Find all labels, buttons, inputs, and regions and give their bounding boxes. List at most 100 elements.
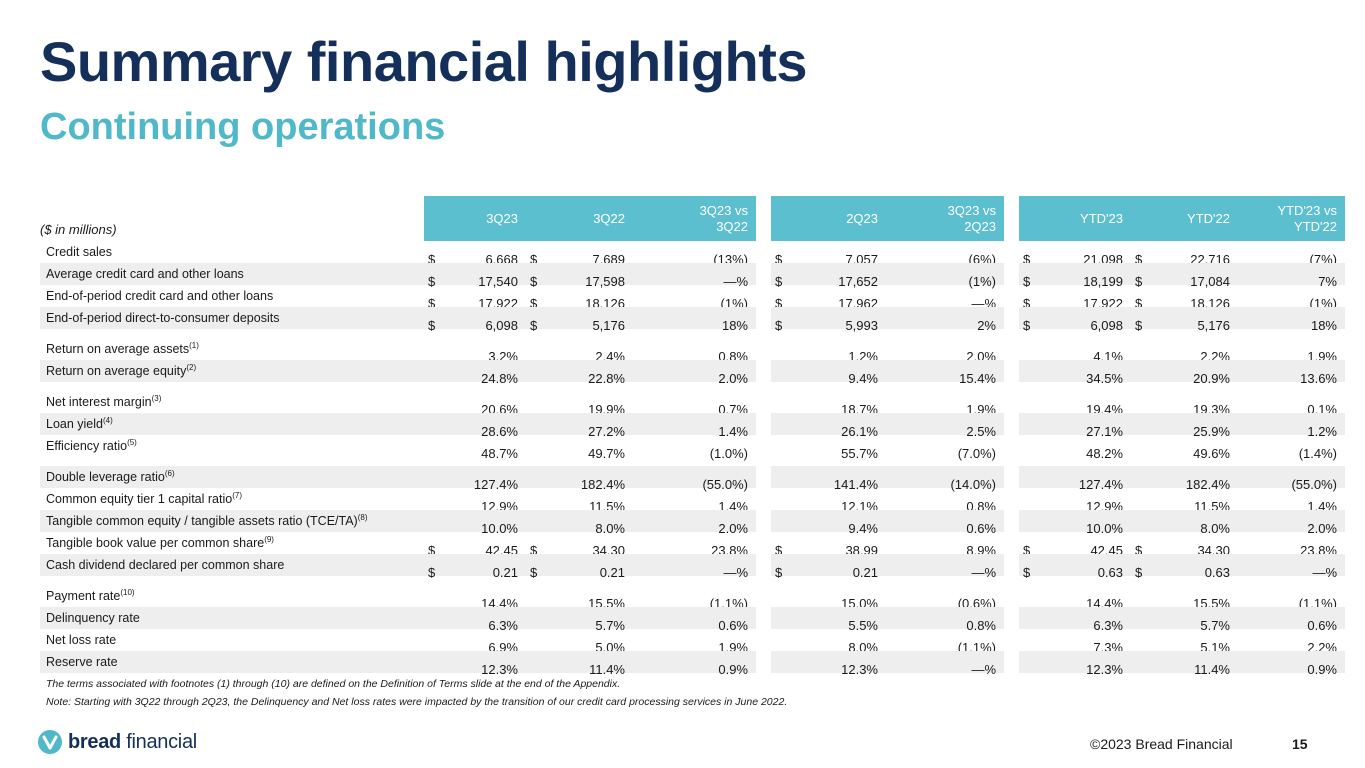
header-3q23-vs-2q23: 3Q23 vs 2Q23 — [886, 196, 1004, 241]
cell-ytd22: 2.2% — [1200, 349, 1230, 364]
cell-3q23-vs-3q22: 1.4% — [718, 499, 748, 514]
cell-2q23: 8.0% — [848, 640, 878, 655]
table-row: Efficiency ratio(5) 48.7% 49.7% (1.0%) 55.7%… — [40, 435, 1345, 461]
cell-ytd-vs: —% — [1238, 554, 1345, 580]
cell-2q23: 55.7% — [841, 446, 878, 461]
cell-3q22: 8.0% — [526, 510, 633, 536]
group-separator — [40, 329, 1345, 338]
cell-3q22: 5.0% — [595, 640, 625, 655]
row-label: Double leverage ratio(6) — [40, 466, 424, 488]
cell-3q23: 127.4% — [424, 466, 526, 492]
cell-ytd-vs: (1%) — [1309, 296, 1337, 311]
cell-ytd22: 11.5% — [1194, 499, 1230, 514]
cell-3q23-vs-3q22: 1.4% — [633, 413, 756, 439]
cell-3q22: 22.8% — [526, 360, 633, 386]
cell-ytd22: 19.3% — [1193, 402, 1230, 417]
cell-ytd22: 25.9% — [1131, 413, 1238, 439]
cell-3q23: 48.7% — [481, 446, 518, 461]
row-label: Tangible book value per common share(9) — [46, 535, 274, 551]
cell-ytd22: 5.7% — [1131, 607, 1238, 633]
cell-ytd22: $17,084 — [1131, 263, 1238, 289]
cell-3q23-vs-3q22: (1%) — [720, 296, 748, 311]
cell-ytd23: 10.0% — [1019, 510, 1131, 536]
table-row: Common equity tier 1 capital ratio(7) 12.… — [40, 488, 1345, 514]
row-label: Loan yield(4) — [40, 413, 424, 435]
cell-3q23-vs-2q23: 2.0% — [966, 349, 996, 364]
cell-3q23-vs-2q23: (7.0%) — [957, 446, 996, 461]
cell-ytd23: 27.1% — [1019, 413, 1131, 439]
cell-2q23: 141.4% — [771, 466, 886, 492]
cell-2q23: 18.7% — [841, 402, 878, 417]
cell-3q23-vs-3q22: 0.8% — [718, 349, 748, 364]
cell-3q23-vs-2q23: —% — [886, 554, 1004, 580]
cell-3q22: 15.5% — [588, 596, 625, 611]
cell-3q23-vs-2q23: 2% — [886, 307, 1004, 333]
footnotes: The terms associated with footnotes (1) … — [46, 675, 787, 711]
cell-3q23: 10.0% — [424, 510, 526, 536]
row-label: Net loss rate — [46, 633, 117, 647]
cell-3q22: 49.7% — [588, 446, 625, 461]
cell-3q23-vs-3q22: 0.6% — [633, 607, 756, 633]
cell-2q23: 5.5% — [771, 607, 886, 633]
cell-2q23: $5,993 — [771, 307, 886, 333]
cell-ytd-vs: 2.0% — [1238, 510, 1345, 536]
cell-3q22: 11.4% — [526, 651, 633, 677]
cell-ytd22: $18,126 — [1135, 296, 1230, 311]
bread-logo-icon — [38, 730, 62, 754]
cell-3q23: 24.8% — [424, 360, 526, 386]
header-ytd22: YTD'22 — [1131, 196, 1238, 241]
cell-ytd23: 12.3% — [1019, 651, 1131, 677]
cell-2q23: $17,652 — [771, 263, 886, 289]
table-row: Net loss rate 6.9% 5.0% 1.9% 8.0% (1.1%) 7.3% 5… — [40, 629, 1345, 655]
cell-3q22: 19.9% — [588, 402, 625, 417]
cell-2q23: 12.3% — [771, 651, 886, 677]
cell-3q23-vs-2q23: —% — [886, 651, 1004, 677]
cell-3q23: $42.45 — [428, 543, 518, 558]
cell-ytd23: $21,098 — [1023, 252, 1123, 267]
table-row: Payment rate(10) 14.4% 15.5% (1.1%) 15.0% (0.… — [40, 585, 1345, 611]
table-row: Loan yield(4) 28.6% 27.2% 1.4% 26.1% 2.5% 27.1… — [40, 413, 1345, 439]
cell-3q23-vs-3q22: 2.0% — [633, 360, 756, 386]
cell-3q23: $17,540 — [424, 263, 526, 289]
cell-ytd-vs: 1.2% — [1238, 413, 1345, 439]
cell-ytd22: $22,716 — [1135, 252, 1230, 267]
header-2q23: 2Q23 — [771, 196, 886, 241]
cell-3q23-vs-3q22: 23.8% — [711, 543, 748, 558]
cell-3q23-vs-2q23: 0.8% — [886, 607, 1004, 633]
table-header-row: ($ in millions) 3Q23 3Q22 3Q23 vs 3Q22 2Q… — [40, 196, 1345, 241]
cell-ytd22: 182.4% — [1131, 466, 1238, 492]
group-separator — [40, 576, 1345, 585]
cell-ytd22: $5,176 — [1131, 307, 1238, 333]
cell-3q22: 2.4% — [595, 349, 625, 364]
cell-2q23: 9.4% — [771, 510, 886, 536]
cell-ytd23: 19.4% — [1086, 402, 1123, 417]
table-row: Cash dividend declared per common share $… — [40, 554, 1345, 580]
table-row: Return on average assets(1) 3.2% 2.4% 0.8% 1… — [40, 338, 1345, 364]
cell-ytd23: $18,199 — [1019, 263, 1131, 289]
cell-3q23-vs-3q22: 0.9% — [633, 651, 756, 677]
cell-ytd-vs: 1.9% — [1307, 349, 1337, 364]
cell-3q23-vs-2q23: (1.1%) — [957, 640, 996, 655]
cell-3q23-vs-3q22: (1.1%) — [709, 596, 748, 611]
unit-label: ($ in millions) — [40, 196, 424, 241]
cell-ytd-vs: 0.1% — [1307, 402, 1337, 417]
table-row: Reserve rate 12.3% 11.4% 0.9% 12.3% —% 12.3% 11… — [40, 651, 1345, 677]
row-label: Common equity tier 1 capital ratio(7) — [46, 491, 242, 507]
cell-3q23-vs-2q23: 2.5% — [886, 413, 1004, 439]
row-label: Average credit card and other loans — [40, 263, 424, 285]
cell-3q23-vs-2q23: 0.8% — [966, 499, 996, 514]
header-ytd23: YTD'23 — [1019, 196, 1131, 241]
cell-3q23-vs-2q23: (1%) — [886, 263, 1004, 289]
cell-3q23-vs-3q22: (13%) — [713, 252, 748, 267]
cell-ytd23: 6.3% — [1019, 607, 1131, 633]
cell-ytd23: $42.45 — [1023, 543, 1123, 558]
cell-ytd-vs: 1.4% — [1307, 499, 1337, 514]
cell-ytd-vs: 0.9% — [1238, 651, 1345, 677]
row-label: Reserve rate — [40, 651, 424, 673]
table-row: Double leverage ratio(6) 127.4% 182.4% (55.… — [40, 466, 1345, 492]
cell-ytd-vs: (55.0%) — [1238, 466, 1345, 492]
table-row: End-of-period direct-to-consumer deposit… — [40, 307, 1345, 333]
header-3q23: 3Q23 — [424, 196, 526, 241]
cell-3q23: $6,668 — [428, 252, 518, 267]
copyright: ©2023 Bread Financial — [1090, 736, 1233, 752]
